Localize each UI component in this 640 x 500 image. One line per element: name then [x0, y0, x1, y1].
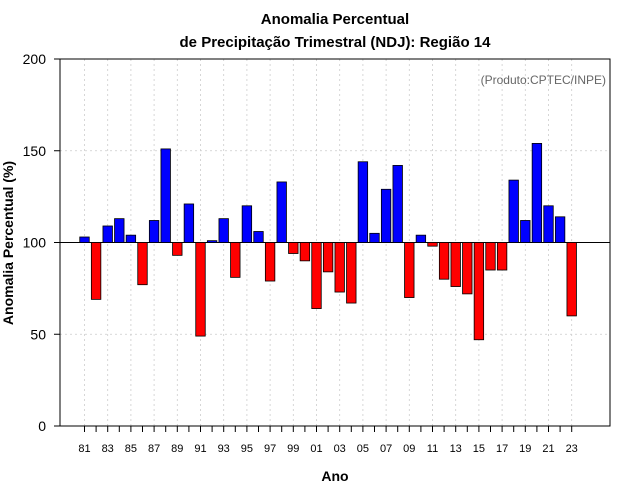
x-axis-label: Ano	[321, 468, 348, 484]
bar-10	[415, 234, 427, 243]
x-tick-label: 19	[519, 443, 531, 455]
grid-layer	[60, 59, 610, 426]
x-tick-label: 81	[78, 443, 90, 455]
bar-93	[218, 218, 229, 243]
bar-17	[496, 242, 508, 271]
y-tick-label: 150	[23, 143, 47, 159]
bar-98	[276, 181, 287, 243]
x-tick-label: 13	[450, 443, 462, 455]
y-tick-label: 50	[30, 326, 46, 342]
bar-00	[299, 242, 311, 262]
bar-11	[427, 242, 438, 247]
x-tick-label: 93	[218, 443, 230, 455]
bar-86	[137, 242, 148, 286]
y-tick-label: 100	[23, 235, 47, 251]
x-tick-label: 15	[473, 443, 485, 455]
x-tick-label: 85	[125, 443, 137, 455]
bar-94	[230, 242, 241, 278]
x-tick-label: 83	[102, 443, 114, 455]
x-tick-label: 01	[310, 443, 322, 455]
bar-09	[404, 242, 415, 298]
bar-88	[160, 148, 171, 243]
x-tick-label: 89	[171, 443, 183, 455]
bar-89	[172, 242, 183, 256]
chart-title-line1: Anomalia Percentual	[261, 11, 409, 28]
bar-01	[311, 242, 322, 309]
y-tick-label: 200	[23, 51, 47, 67]
x-axis: 81 83 85 87 89 91 93 95 97 99 01 03 05 07 09 11 13 15 17 19…	[78, 426, 578, 455]
bar-84	[114, 218, 125, 243]
source-label: (Produto:CPTEC/INPE)	[481, 73, 606, 87]
bar-82	[90, 242, 102, 300]
bar-20	[531, 143, 543, 243]
bar-22	[554, 216, 566, 243]
bar-02	[322, 242, 334, 273]
bar-19	[520, 220, 531, 243]
bar-05	[357, 161, 369, 243]
x-tick-label: 07	[380, 443, 392, 455]
bar-23	[566, 242, 577, 317]
x-tick-label: 09	[403, 443, 415, 455]
bar-04	[346, 242, 357, 304]
bar-12	[438, 242, 450, 280]
bar-90	[183, 203, 195, 243]
bar-83	[102, 225, 113, 243]
bar-81	[79, 236, 90, 243]
y-axis-label: Anomalia Percentual (%)	[0, 161, 16, 325]
bar-91	[195, 242, 206, 337]
bar-08	[392, 165, 403, 243]
x-tick-label: 05	[357, 443, 369, 455]
x-tick-label: 11	[427, 443, 438, 455]
bar-87	[148, 220, 160, 243]
x-tick-label: 91	[194, 443, 206, 455]
y-tick-label: 0	[38, 418, 46, 434]
y-axis: 0 50 100 150 200	[23, 51, 60, 434]
bar-16	[485, 242, 496, 271]
bar-03	[334, 242, 345, 293]
bar-18	[508, 179, 519, 243]
x-tick-label: 21	[542, 443, 554, 455]
bar-99	[288, 242, 299, 254]
bars-layer	[79, 143, 577, 341]
bar-21	[543, 205, 554, 243]
x-tick-label: 99	[287, 443, 299, 455]
bar-85	[125, 234, 137, 243]
x-tick-label: 17	[496, 443, 508, 455]
bar-06	[369, 232, 380, 243]
bar-96	[253, 231, 264, 243]
x-tick-label: 03	[334, 443, 346, 455]
bar-95	[241, 205, 253, 243]
bar-97	[264, 242, 276, 282]
x-tick-label: 95	[241, 443, 253, 455]
x-tick-label: 23	[566, 443, 578, 455]
bar-14	[462, 242, 473, 295]
chart-title-line2: de Precipitação Trimestral (NDJ): Região…	[180, 34, 492, 51]
bar-07	[380, 188, 392, 243]
x-tick-label: 87	[148, 443, 160, 455]
bar-13	[450, 242, 461, 287]
bar-15	[473, 242, 485, 341]
x-tick-label: 97	[264, 443, 276, 455]
bar-92	[206, 240, 218, 243]
